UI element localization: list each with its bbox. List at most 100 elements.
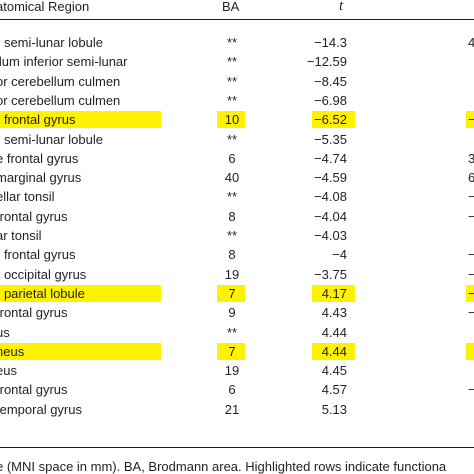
cell-region: r semi-lunar lobule [0,131,103,147]
row-highlight [466,342,474,360]
row-highlight [312,284,355,302]
cell-extra: 6 [468,170,474,186]
header-t: t [339,0,344,14]
cell-region: r frontal gyrus [0,247,76,263]
table-row: r frontal gyrus 10 −6.52 − [0,110,474,129]
table-row: r semi-lunar lobule ** −14.3 4 [0,33,474,52]
cell-ba: 7 [228,343,236,359]
cell-t: 4.44 [321,343,347,359]
cell-region: llum inferior semi-lunar [0,54,128,70]
table-bottom-rule [0,447,474,448]
cell-extra: − [468,208,474,224]
cell-extra: − [468,266,474,282]
cell-region: r frontal gyrus [0,112,76,128]
table-row: llum inferior semi-lunar ** −12.59 [0,52,474,71]
row-highlight [466,111,474,129]
row-highlight [0,342,161,360]
cell-ba: 7 [228,285,236,301]
table-row: r frontal gyrus 8 −4 − [0,245,474,264]
cell-ba: 9 [228,305,236,321]
cell-extra: 3 [468,150,474,166]
cell-ba: 6 [228,382,236,398]
cell-extra: − [468,285,474,301]
cell-ba: 19 [224,363,240,379]
row-highlight [466,284,474,302]
cell-region: marginal gyrus [0,170,82,186]
cell-ba: 40 [224,170,240,186]
cell-t: −8.45 [314,73,347,89]
row-highlight [217,284,245,302]
header-rule [0,19,474,20]
table-row: or cerebellum culmen ** −8.45 [0,72,474,91]
cell-t: −6.98 [314,92,347,108]
table-row: r occipital gyrus 19 −3.75 − [0,265,474,284]
cell-region: us [0,324,10,340]
cell-region: ellar tonsil [0,189,55,205]
row-highlight [0,111,161,129]
cell-t: −14.3 [314,35,347,50]
table-row: e frontal gyrus 6 −4.74 3 [0,149,474,168]
row-highlight [312,342,355,360]
cell-t: −6.52 [314,112,347,128]
table-row: us ** 4.44 [0,323,474,342]
cell-region: frontal gyrus [0,208,68,224]
cell-t: 4.43 [321,305,347,321]
cell-region: neus [0,343,25,359]
cell-region: or cerebellum culmen [0,92,121,108]
row-highlight [217,342,245,360]
cell-t: −4.08 [314,189,347,205]
cell-t: 4.17 [321,285,347,301]
header-ba: BA [222,0,240,14]
cell-ba: ** [226,189,238,205]
cell-region: temporal gyrus [0,401,82,417]
cell-ba: ** [226,324,238,340]
cell-t: 4.45 [321,363,347,379]
table-row: temporal gyrus 21 5.13 [0,400,474,419]
table-row: ar tonsil ** −4.03 [0,226,474,245]
table-row: r parietal lobule 7 4.17 − [0,284,474,303]
cell-t: −5.35 [314,131,347,147]
cell-ba: 8 [228,247,236,263]
cell-t: −4 [332,247,347,263]
cell-ba: ** [226,228,238,243]
cell-t: −4.03 [314,228,347,243]
table-row: neus 7 4.44 [0,342,474,361]
cell-t: −3.75 [314,266,347,282]
row-highlight [312,111,355,129]
cell-region: e frontal gyrus [0,150,79,166]
cell-ba: ** [226,54,238,70]
cell-extra: − [468,112,474,128]
cell-region: eus [0,363,17,379]
cell-region: or cerebellum culmen [0,73,121,89]
cell-region: r semi-lunar lobule [0,35,103,50]
cell-extra: − [468,247,474,263]
cell-region: r parietal lobule [0,285,85,301]
cell-t: 4.44 [321,324,347,340]
header-anatomical-region: atomical Region [0,0,90,14]
cell-t: −12.59 [306,54,347,70]
cell-region: ar tonsil [0,228,42,243]
cell-extra: 4 [468,35,474,50]
cell-t: 5.13 [321,401,347,417]
cell-ba: 19 [224,266,240,282]
row-highlight [217,111,245,129]
cell-ba: ** [226,131,238,147]
cell-extra: − [468,305,474,321]
table-row: or cerebellum culmen ** −6.98 [0,91,474,110]
cell-t: −4.74 [314,150,347,166]
cell-t: 4.57 [321,382,347,398]
cell-ba: 10 [224,112,240,128]
cell-ba: 8 [228,208,236,224]
cell-ba: ** [226,35,238,50]
cell-extra: − [468,189,474,205]
cell-region: frontal gyrus [0,382,68,398]
cell-extra: − [468,382,474,398]
table-row: r semi-lunar lobule ** −5.35 [0,130,474,149]
table-row: eus 19 4.45 [0,361,474,380]
table-row: frontal gyrus 6 4.57 − [0,380,474,399]
cell-ba: ** [226,73,238,89]
table-row: frontal gyrus 9 4.43 − [0,303,474,322]
cell-ba: 21 [224,401,240,417]
table-row: frontal gyrus 8 −4.04 − [0,207,474,226]
table-row: marginal gyrus 40 −4.59 6 [0,168,474,187]
